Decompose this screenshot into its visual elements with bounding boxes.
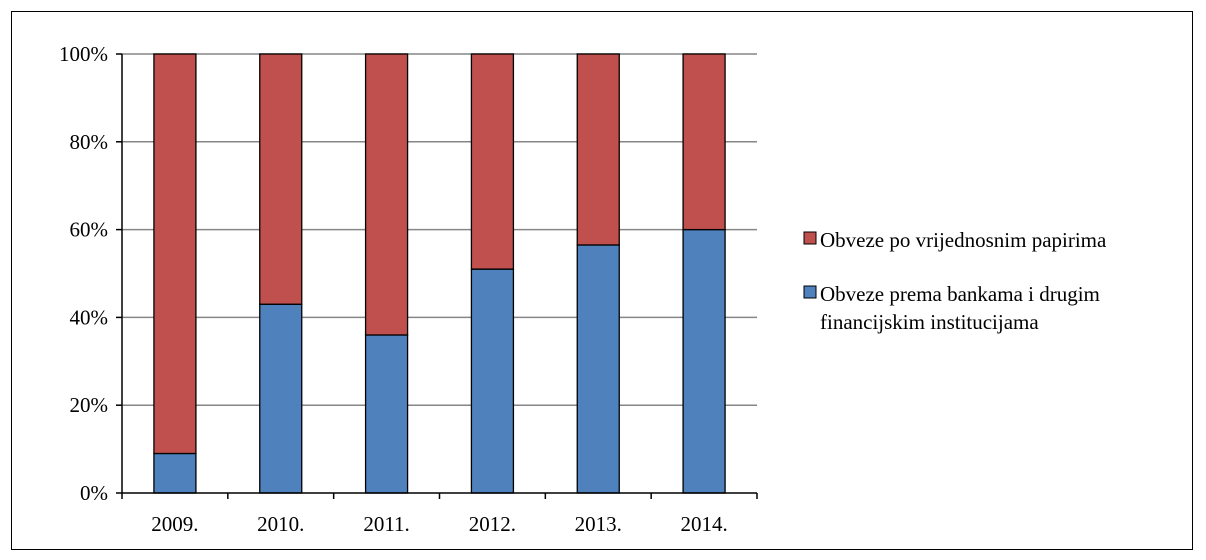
legend-label: Obveze po vrijednosnim papirima [820,228,1107,252]
bar-segment [683,230,725,493]
legend-label: Obveze prema bankama i drugim [820,282,1100,306]
bar-segment [154,453,196,493]
gridlines [122,54,757,405]
x-axis-tick-label: 2013. [575,512,622,536]
x-axis-tick-label: 2009. [151,512,198,536]
bars [154,54,725,493]
bar-segment [154,54,196,453]
bar-segment [260,304,302,493]
x-axis-tick-label: 2012. [469,512,516,536]
legend-label: financijskim institucijama [820,310,1039,334]
y-axis-tick-label: 100% [59,42,108,66]
bar-segment [260,54,302,304]
bar-segment [471,269,513,493]
legend-swatch [804,232,816,244]
legend-swatch [804,286,816,298]
y-axis-tick-labels: 0% 20% 40% 60% 80% 100% [59,42,108,505]
x-axis-tick-label: 2010. [257,512,304,536]
axes [116,54,757,499]
x-axis-tick-labels: 2009. 2010. 2011. 2012. 2013. 2014. [151,512,727,536]
y-axis-tick-label: 0% [80,481,108,505]
bar-segment [366,335,408,493]
bar-segment [577,54,619,245]
legend: Obveze po vrijednosnim papirima Obveze pr… [804,228,1107,334]
bar-segment [577,245,619,493]
y-axis-tick-label: 60% [70,218,109,242]
x-axis-tick-label: 2014. [680,512,727,536]
y-axis-tick-label: 40% [70,305,109,329]
bar-segment [366,54,408,335]
y-axis-tick-label: 20% [70,393,109,417]
y-axis-tick-label: 80% [70,130,109,154]
bar-segment [683,54,725,230]
bar-segment [471,54,513,269]
x-axis-tick-label: 2011. [363,512,409,536]
